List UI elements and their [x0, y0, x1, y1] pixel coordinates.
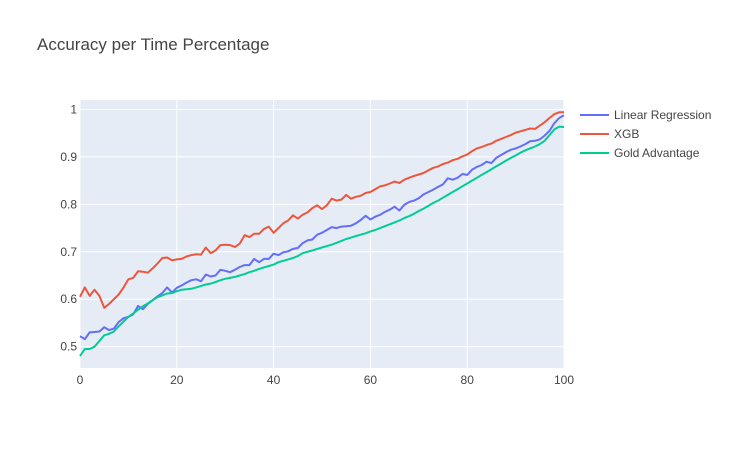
y-tick-label: 0.9 — [60, 150, 77, 164]
y-axis: 0.5 0.6 0.7 0.8 0.9 1 — [60, 102, 77, 353]
x-tick-label: 0 — [77, 373, 84, 387]
x-tick-label: 80 — [461, 373, 475, 387]
y-tick-label: 0.5 — [60, 340, 77, 354]
chart-title: Accuracy per Time Percentage — [37, 35, 269, 54]
y-tick-label: 0.7 — [60, 245, 77, 259]
y-tick-label: 1 — [70, 102, 77, 116]
grid — [79, 100, 565, 368]
x-tick-label: 60 — [364, 373, 378, 387]
legend[interactable]: Linear Regression XGB Gold Advantage — [580, 108, 711, 160]
legend-item-3[interactable]: Gold Advantage — [580, 146, 700, 160]
x-tick-label: 20 — [170, 373, 184, 387]
x-tick-label: 40 — [267, 373, 281, 387]
series-line-1 — [79, 114, 565, 341]
legend-label: Linear Regression — [614, 108, 711, 122]
y-tick-label: 0.6 — [60, 292, 77, 306]
y-tick-label: 0.8 — [60, 197, 77, 211]
x-axis: 0 20 40 60 80 100 — [77, 373, 575, 387]
legend-label: Gold Advantage — [614, 146, 700, 160]
series-line-3 — [79, 125, 565, 357]
legend-item-2[interactable]: XGB — [580, 127, 639, 141]
plot-area — [80, 100, 564, 368]
legend-label: XGB — [614, 127, 639, 141]
legend-item-1[interactable]: Linear Regression — [580, 108, 711, 122]
series-layer — [79, 111, 565, 357]
series-line-2 — [79, 111, 564, 309]
x-tick-label: 100 — [554, 373, 574, 387]
